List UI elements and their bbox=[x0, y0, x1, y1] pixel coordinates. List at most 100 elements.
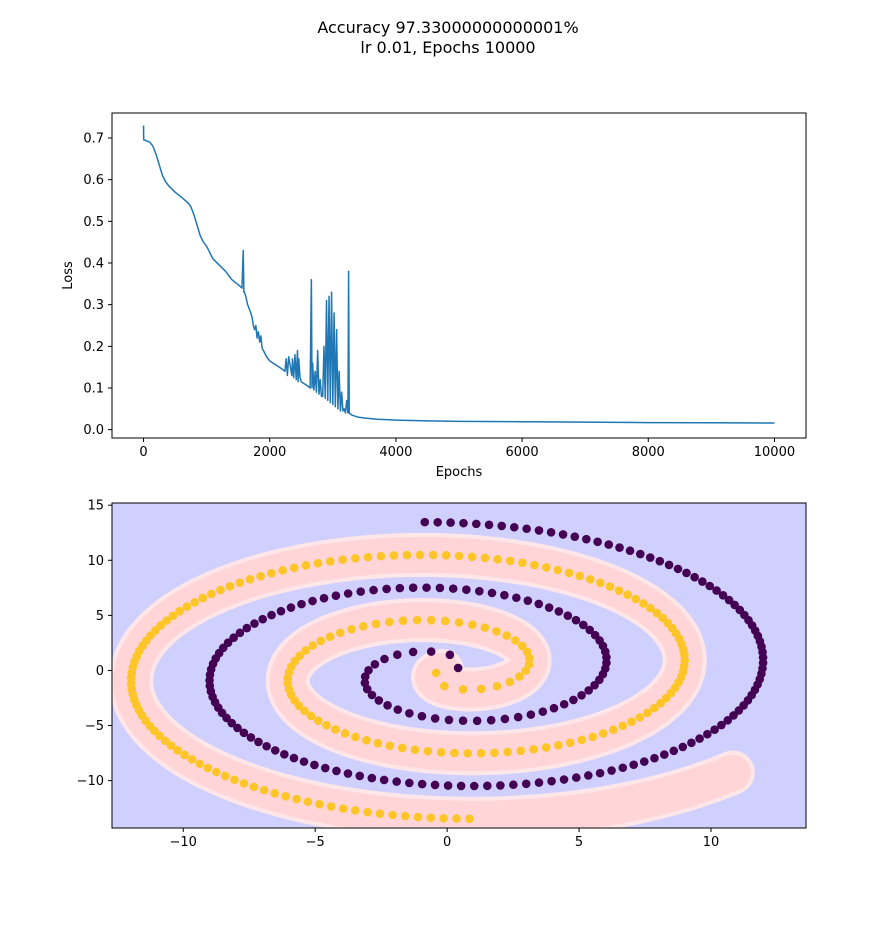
scatter-point-class-0 bbox=[276, 606, 286, 616]
plot-area bbox=[112, 503, 806, 828]
scatter-point-class-0 bbox=[585, 625, 595, 635]
scatter-point-class-1 bbox=[225, 582, 235, 591]
scatter-point-class-0 bbox=[487, 588, 497, 598]
scatter-point-class-0 bbox=[523, 596, 533, 605]
scatter-point-class-0 bbox=[417, 779, 427, 789]
scatter-point-class-1 bbox=[166, 741, 176, 750]
scatter-point-class-0 bbox=[513, 712, 523, 722]
scatter-point-class-1 bbox=[605, 582, 615, 591]
scatter-point-class-0 bbox=[374, 696, 384, 705]
scatter-point-class-1 bbox=[340, 729, 350, 738]
scatter-point-class-1 bbox=[452, 814, 461, 823]
x-tick-label: 5 bbox=[575, 835, 583, 850]
scatter-point-class-1 bbox=[267, 568, 276, 578]
scatter-point-class-1 bbox=[515, 672, 524, 681]
scatter-point-class-1 bbox=[389, 551, 399, 560]
scatter-point-class-0 bbox=[289, 753, 299, 763]
scatter-point-class-0 bbox=[629, 760, 638, 770]
scatter-point-class-0 bbox=[717, 720, 726, 730]
scatter-point-class-1 bbox=[198, 593, 208, 603]
scatter-point-class-0 bbox=[320, 763, 330, 773]
scatter-point-class-1 bbox=[468, 620, 477, 629]
y-tick-label: 0.2 bbox=[83, 340, 104, 355]
scatter-point-class-1 bbox=[541, 563, 551, 572]
decision-boundary-chart: −10 −5 0 5 10 −10 −5 0 5 10 15 bbox=[77, 499, 807, 850]
scatter-point-class-1 bbox=[646, 603, 655, 613]
scatter-point-class-0 bbox=[362, 684, 372, 694]
scatter-point-class-1 bbox=[373, 738, 383, 748]
scatter-point-class-1 bbox=[441, 551, 451, 560]
scatter-point-class-0 bbox=[522, 524, 531, 534]
scatter-point-class-0 bbox=[558, 530, 568, 539]
scatter-point-class-0 bbox=[554, 607, 564, 616]
scatter-point-class-1 bbox=[505, 556, 515, 566]
scatter-point-class-0 bbox=[380, 654, 389, 664]
scatter-point-class-1 bbox=[426, 615, 436, 625]
figure-title-line2: lr 0.01, Epochs 10000 bbox=[360, 38, 535, 57]
scatter-point-class-1 bbox=[480, 553, 490, 563]
scatter-point-class-1 bbox=[596, 578, 605, 588]
scatter-point-class-0 bbox=[393, 705, 403, 714]
scatter-point-class-0 bbox=[534, 599, 544, 609]
scatter-point-class-1 bbox=[350, 554, 360, 563]
scatter-point-class-0 bbox=[270, 746, 280, 755]
scatter-point-class-1 bbox=[598, 729, 608, 738]
scatter-point-class-0 bbox=[239, 728, 249, 738]
scatter-point-class-1 bbox=[440, 616, 450, 626]
scatter-point-class-0 bbox=[582, 534, 591, 544]
scatter-point-class-1 bbox=[529, 744, 538, 754]
scatter-point-class-0 bbox=[459, 518, 468, 528]
scatter-point-class-0 bbox=[712, 586, 721, 595]
scatter-point-class-0 bbox=[229, 633, 238, 642]
scatter-point-class-1 bbox=[325, 632, 335, 641]
scatter-point-class-0 bbox=[639, 757, 649, 766]
scatter-point-class-0 bbox=[664, 560, 674, 570]
scatter-point-class-1 bbox=[413, 812, 423, 822]
x-tick-label: 0 bbox=[443, 835, 451, 850]
scatter-point-class-0 bbox=[405, 708, 414, 718]
scatter-point-class-0 bbox=[682, 568, 691, 578]
scatter-point-class-0 bbox=[724, 595, 734, 605]
scatter-point-class-1 bbox=[376, 551, 386, 561]
scatter-point-class-1 bbox=[623, 590, 632, 599]
scatter-point-class-0 bbox=[650, 753, 659, 763]
scatter-point-class-0 bbox=[343, 589, 353, 598]
x-tick-label: 10000 bbox=[754, 445, 795, 460]
scatter-point-class-0 bbox=[563, 611, 573, 620]
scatter-point-class-1 bbox=[541, 743, 551, 752]
scatter-point-class-0 bbox=[319, 593, 329, 603]
scatter-point-class-1 bbox=[300, 706, 309, 716]
scatter-point-class-1 bbox=[175, 606, 184, 616]
scatter-point-class-1 bbox=[631, 594, 641, 604]
scatter-point-class-1 bbox=[363, 552, 373, 562]
scatter-point-class-0 bbox=[242, 623, 252, 633]
scatter-point-class-0 bbox=[408, 583, 418, 592]
scatter-point-class-0 bbox=[250, 619, 259, 628]
scatter-point-class-0 bbox=[669, 746, 679, 756]
scatter-point-class-0 bbox=[559, 775, 569, 784]
scatter-point-class-1 bbox=[516, 746, 525, 756]
scatter-point-class-0 bbox=[569, 695, 578, 705]
scatter-point-class-1 bbox=[554, 740, 563, 750]
scatter-point-class-1 bbox=[331, 725, 340, 734]
y-tick-label: 0.5 bbox=[83, 215, 104, 230]
scatter-point-class-0 bbox=[227, 718, 237, 728]
scatter-point-class-0 bbox=[448, 584, 458, 593]
scatter-point-class-0 bbox=[645, 553, 655, 562]
scatter-point-class-1 bbox=[575, 571, 585, 581]
x-tick-label: 2000 bbox=[253, 445, 286, 460]
scatter-point-class-1 bbox=[639, 599, 648, 608]
scatter-point-class-1 bbox=[195, 759, 204, 769]
scatter-point-class-0 bbox=[360, 672, 370, 681]
scatter-point-class-1 bbox=[235, 578, 245, 588]
scatter-point-class-0 bbox=[332, 766, 341, 776]
x-tick-label: 6000 bbox=[506, 445, 539, 460]
scatter-point-class-0 bbox=[695, 734, 704, 743]
scatter-point-class-1 bbox=[160, 736, 170, 746]
scatter-point-class-0 bbox=[687, 738, 696, 748]
scatter-point-class-0 bbox=[483, 781, 492, 791]
scatter-point-class-1 bbox=[182, 602, 192, 611]
scatter-point-class-0 bbox=[310, 760, 319, 770]
scatter-point-class-1 bbox=[306, 711, 316, 721]
scatter-point-class-1 bbox=[326, 802, 336, 811]
